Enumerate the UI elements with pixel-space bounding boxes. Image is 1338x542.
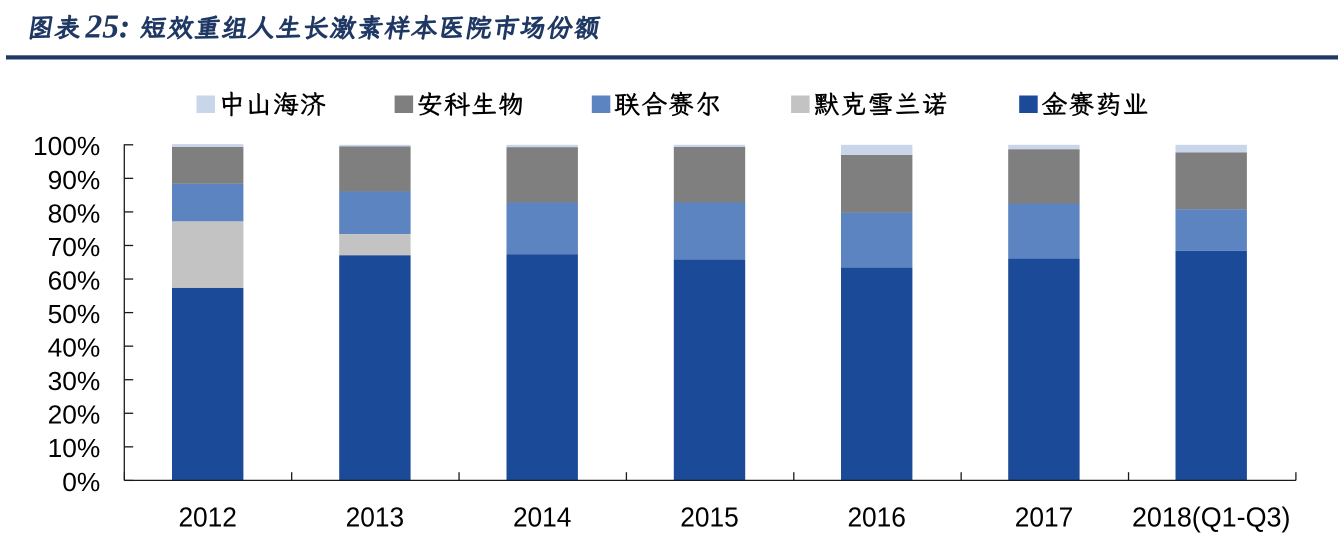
- svg-text:2015: 2015: [680, 502, 739, 533]
- svg-text:25:: 25:: [85, 8, 131, 45]
- svg-text:60%: 60%: [48, 265, 101, 295]
- svg-text:2013: 2013: [346, 502, 405, 533]
- svg-text:10%: 10%: [48, 433, 101, 463]
- svg-text:0%: 0%: [62, 467, 100, 497]
- svg-text:2016: 2016: [847, 502, 906, 533]
- svg-text:2012: 2012: [178, 502, 237, 533]
- svg-text:2018(Q1-Q3): 2018(Q1-Q3): [1132, 502, 1291, 533]
- svg-text:50%: 50%: [48, 299, 101, 329]
- svg-text:80%: 80%: [48, 198, 101, 228]
- svg-text:20%: 20%: [48, 400, 101, 430]
- svg-text:30%: 30%: [48, 366, 101, 396]
- svg-text:70%: 70%: [48, 232, 101, 262]
- svg-text:90%: 90%: [48, 165, 101, 195]
- svg-text:40%: 40%: [48, 333, 101, 363]
- svg-text:100%: 100%: [33, 131, 100, 161]
- svg-text:2014: 2014: [513, 502, 572, 533]
- svg-text:2017: 2017: [1015, 502, 1074, 533]
